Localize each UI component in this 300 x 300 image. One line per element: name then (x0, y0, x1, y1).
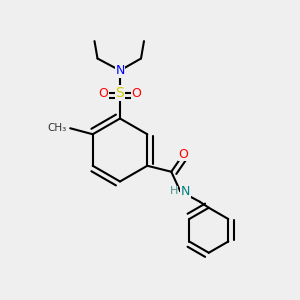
Text: O: O (178, 148, 188, 161)
Text: N: N (181, 185, 190, 198)
Text: O: O (132, 86, 141, 100)
Text: N: N (115, 64, 125, 77)
Text: O: O (99, 86, 108, 100)
Text: H: H (169, 186, 178, 196)
Text: CH₃: CH₃ (47, 123, 67, 133)
Text: S: S (116, 86, 124, 100)
